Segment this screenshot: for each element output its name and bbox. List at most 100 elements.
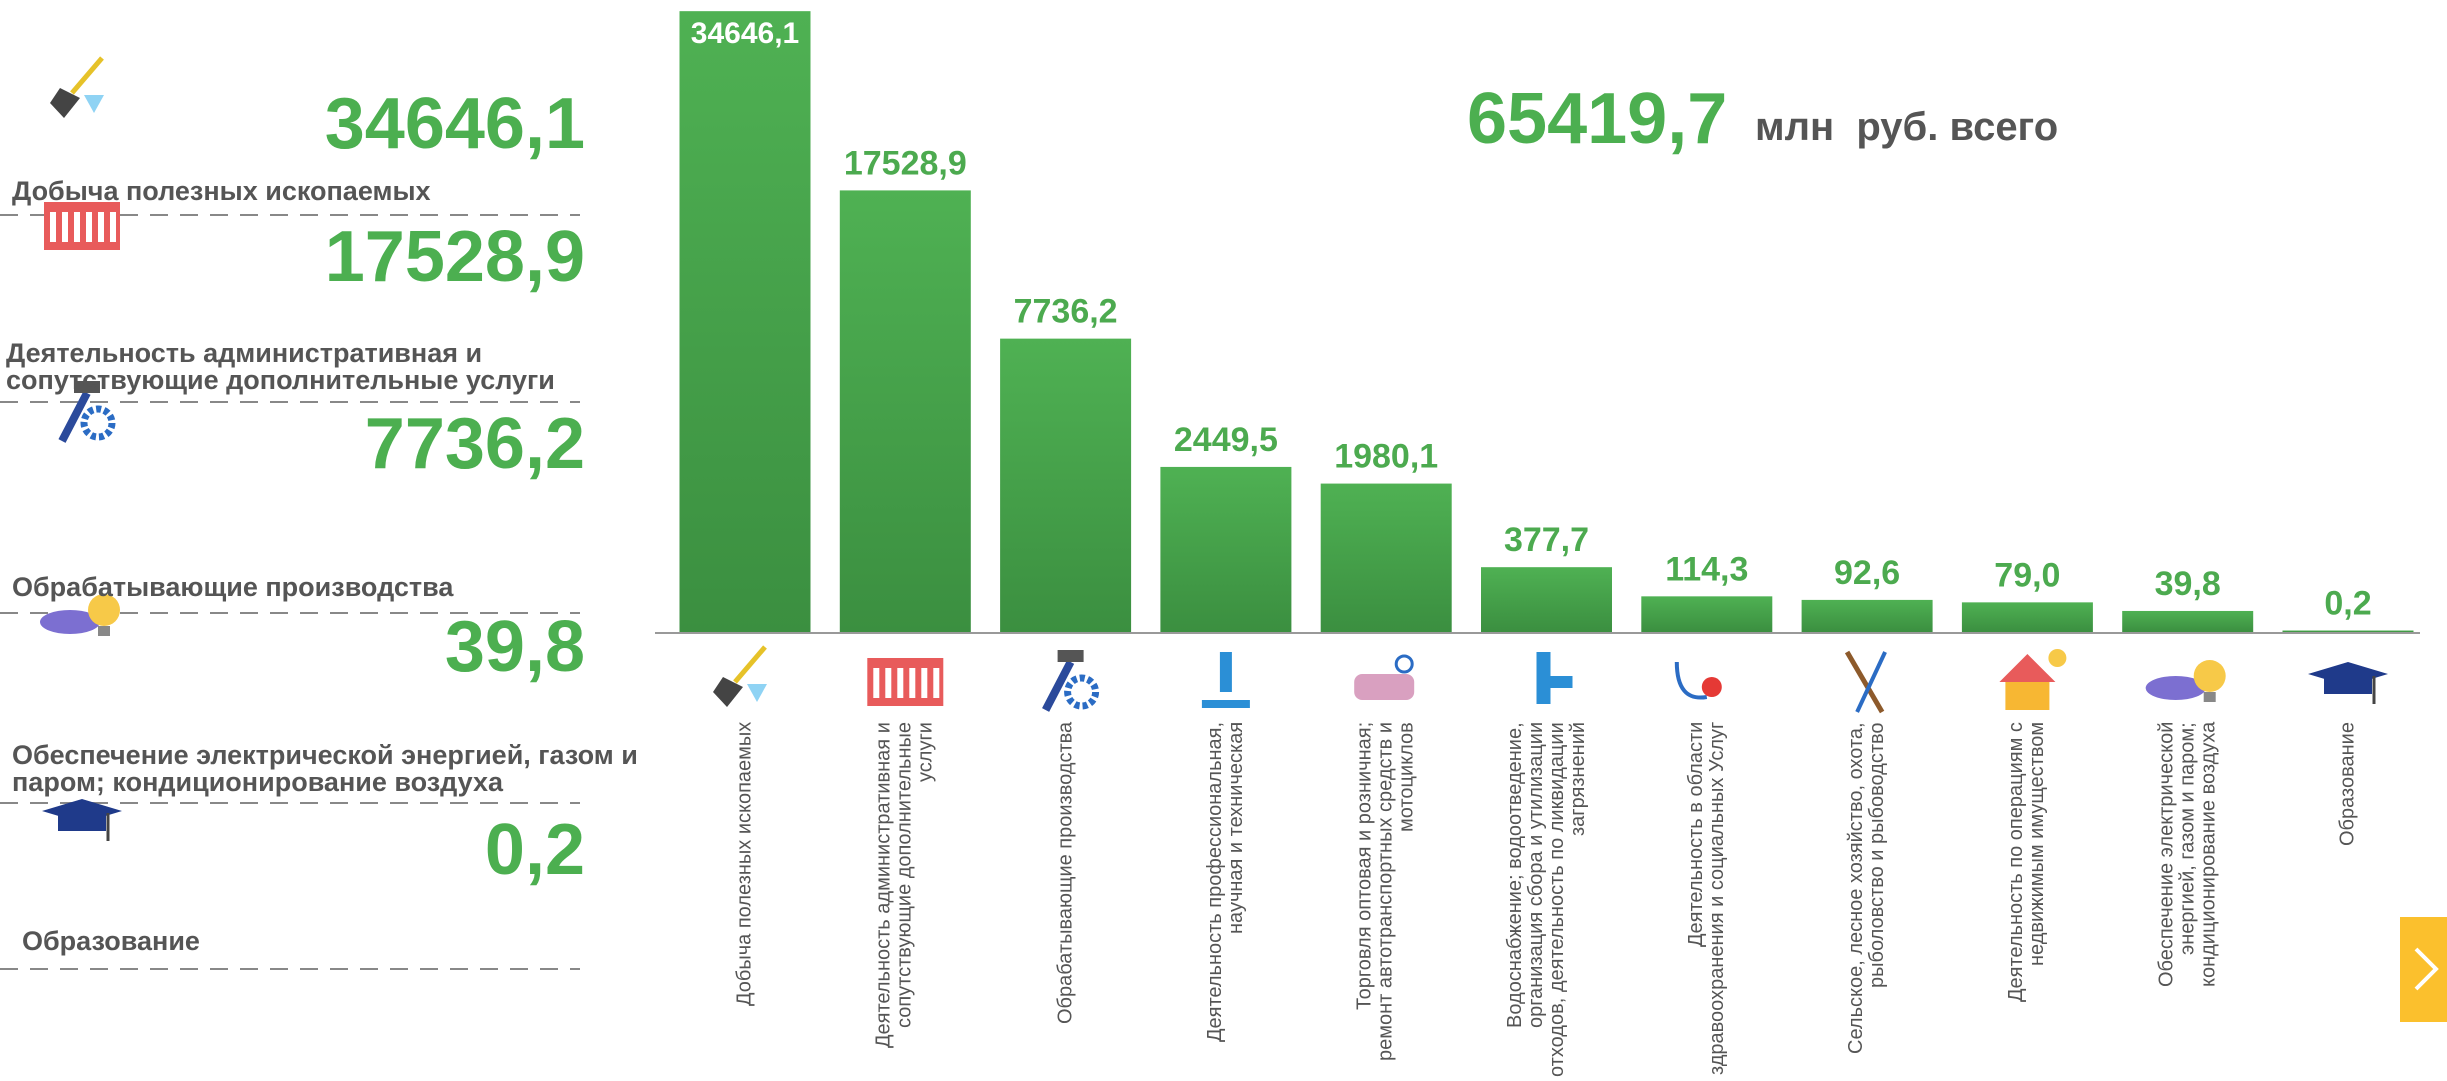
- icon: [62, 212, 68, 242]
- icon: [713, 645, 767, 707]
- icon: [80, 405, 116, 441]
- icon: [1844, 650, 1885, 714]
- icon: [70, 56, 104, 95]
- next-button[interactable]: [2400, 917, 2447, 1022]
- value-label: 92,6: [1834, 554, 1900, 592]
- icon: [74, 381, 100, 393]
- summary-label: Добыча полезных ископаемых: [12, 176, 431, 206]
- summary-value: 34646,1: [325, 84, 585, 164]
- icon: [58, 815, 106, 831]
- icon: [2005, 682, 2050, 710]
- icon: [747, 684, 767, 702]
- icon: [86, 212, 92, 242]
- value-label: 39,8: [2155, 565, 2221, 603]
- x-tick-label: Деятельность в области здравоохранения и…: [1684, 722, 1728, 1076]
- icon: [1219, 652, 1232, 692]
- icon: [44, 202, 120, 250]
- summary-label: Обеспечение электрической энергией, газо…: [12, 740, 638, 797]
- x-tick-label: Сельское, лесное хозяйство, охота, рыбол…: [1845, 722, 1889, 1054]
- value-label: 114,3: [1665, 550, 1748, 588]
- x-tick-label: Обеспечение электрической энергией, газо…: [2155, 722, 2220, 988]
- summary-label: Обрабатывающие производства: [12, 572, 454, 602]
- icon: [40, 610, 100, 634]
- icon: [1201, 652, 1250, 708]
- icon: [867, 658, 944, 706]
- icon: [1550, 676, 1573, 688]
- summary-value: 7736,2: [365, 404, 585, 484]
- icon: [2145, 660, 2226, 702]
- icon: [98, 626, 110, 636]
- summary-value: 39,8: [445, 607, 585, 687]
- icon: [88, 594, 120, 626]
- icon: [2193, 660, 2226, 692]
- value-label: 34646,1: [691, 17, 799, 50]
- icon: [1701, 677, 1722, 697]
- value-label: 79,0: [1994, 556, 2060, 594]
- icon: [2145, 676, 2206, 700]
- icon: [2048, 649, 2067, 667]
- icon: [1855, 651, 1887, 713]
- icon: [110, 212, 116, 242]
- icon: [74, 212, 80, 242]
- icon: [1201, 700, 1250, 708]
- total-unit: млн руб. всего: [1755, 105, 2058, 149]
- icon: [1674, 661, 1722, 700]
- icon: [98, 212, 104, 242]
- icon: [2308, 662, 2388, 704]
- bar: [2282, 630, 2414, 632]
- chevron: [2414, 947, 2439, 991]
- icon: [50, 212, 56, 242]
- icon: [1536, 652, 1551, 704]
- icon: [713, 677, 743, 707]
- icon: [1354, 654, 1415, 700]
- icon: [50, 88, 80, 118]
- icon: [2203, 692, 2216, 702]
- bar: [1801, 599, 1933, 632]
- icon: [909, 668, 916, 698]
- summary-value: 0,2: [485, 810, 585, 890]
- icon: [933, 668, 940, 698]
- icon: [58, 391, 91, 443]
- summary-label: Деятельность административная и сопутств…: [6, 338, 555, 395]
- bar: [679, 11, 811, 632]
- icon: [1844, 650, 1887, 714]
- icon: [1042, 660, 1075, 712]
- x-tick-label: Образование: [2336, 722, 2359, 846]
- bar: [1481, 567, 1612, 632]
- icon: [40, 594, 120, 636]
- summary-label: Образование: [22, 926, 200, 956]
- icon: [42, 799, 122, 841]
- x-tick-label: Обрабатывающие производства: [1054, 722, 1077, 1025]
- x-tick-label: Водоснабжение; водоотведение, организаци…: [1503, 722, 1589, 1077]
- icon: [1536, 652, 1573, 704]
- value-label: 17528,9: [844, 144, 967, 182]
- value-label: 1980,1: [1334, 438, 1438, 476]
- icon: [1057, 650, 1084, 662]
- icon: [1999, 654, 2056, 682]
- value-label: 0,2: [2324, 585, 2371, 623]
- value-label: 7736,2: [1014, 293, 1118, 331]
- icon: [50, 56, 104, 118]
- bar: [1000, 338, 1132, 632]
- icon: [1042, 650, 1100, 712]
- value-label: 2449,5: [1174, 421, 1278, 459]
- total-value: 65419,7: [1467, 79, 1727, 159]
- bar: [1320, 483, 1452, 632]
- icon: [1064, 674, 1100, 710]
- icon: [1354, 674, 1415, 700]
- icon: [867, 658, 944, 706]
- icon: [1674, 661, 1708, 700]
- bar: [839, 190, 971, 632]
- summary-value: 17528,9: [325, 217, 585, 297]
- icon: [733, 645, 767, 684]
- x-tick-label: Деятельность профессиональная, научная и…: [1203, 722, 1247, 1043]
- x-tick-label: Добыча полезных ископаемых: [733, 722, 756, 1007]
- icon: [1394, 654, 1414, 674]
- icon: [2324, 678, 2372, 694]
- x-tick-label: Торговля оптовая и розничная; ремонт авт…: [1353, 722, 1418, 1062]
- icon: [84, 95, 104, 113]
- icon: [921, 668, 928, 698]
- bar: [1961, 602, 2093, 632]
- icon: [44, 202, 120, 250]
